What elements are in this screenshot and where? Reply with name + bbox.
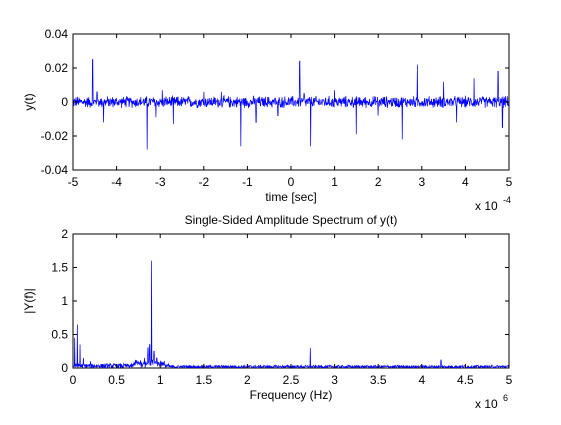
x-tick-label: 0	[70, 373, 77, 387]
series-line	[73, 59, 509, 150]
x-tick-label: 3	[418, 175, 425, 189]
x-tick-label: 4	[462, 175, 469, 189]
y-tick-label: 0.04	[45, 27, 69, 41]
x-multiplier-base: x 10	[475, 199, 498, 213]
y-tick-label: 0.02	[45, 61, 69, 75]
x-tick-label: 0.5	[108, 373, 125, 387]
x-axis-label: time [sec]	[265, 190, 316, 204]
x-multiplier-exponent: 6	[503, 393, 508, 403]
y-tick-label: -0.02	[41, 129, 69, 143]
spectrum-plot: 0 0.5 1 1.5 2 2.5 3 3.5 4 4.5 500.511.52Frequency …	[22, 213, 513, 411]
y-tick-label: -0.04	[41, 163, 69, 177]
y-tick-label: 2	[61, 227, 68, 241]
x-tick-label: -3	[155, 175, 166, 189]
x-tick-label: 5	[506, 175, 513, 189]
y-axis-label: |Y(f)|	[22, 288, 36, 314]
x-tick-label: 1	[331, 175, 338, 189]
y-tick-label: 0.5	[51, 328, 68, 342]
x-tick-label: -2	[198, 175, 209, 189]
x-axis-label: Frequency (Hz)	[250, 388, 333, 402]
x-tick-label: 3.5	[370, 373, 387, 387]
y-tick-label: 1.5	[51, 261, 68, 275]
x-multiplier-exponent: -4	[503, 195, 511, 205]
plot-title: Single-Sided Amplitude Spectrum of y(t)	[185, 213, 398, 227]
x-tick-label: 1	[157, 373, 164, 387]
x-tick-label: 3	[331, 373, 338, 387]
axes-box	[72, 233, 510, 369]
y-tick-label: 0	[61, 361, 68, 375]
y-tick-label: 0	[61, 95, 68, 109]
x-tick-label: 0	[288, 175, 295, 189]
y-axis-label: y(t)	[22, 93, 36, 110]
x-tick-label: 1.5	[195, 373, 212, 387]
x-tick-label: -1	[242, 175, 253, 189]
y-tick-label: 1	[61, 294, 68, 308]
x-tick-label: 2	[375, 175, 382, 189]
x-multiplier-base: x 10	[475, 397, 498, 411]
x-tick-label: 4.5	[457, 373, 474, 387]
x-tick-label: -4	[111, 175, 122, 189]
x-tick-label: -5	[68, 175, 79, 189]
x-tick-label: 2.5	[283, 373, 300, 387]
x-tick-label: 2	[244, 373, 251, 387]
time-domain-plot: -5 -4 -3 -2 -1 0 1 2 3 4 5 -0.04 -0.02 0 0.02 0.04 time …	[22, 27, 513, 213]
x-tick-label: 4	[418, 373, 425, 387]
x-tick-label: 5	[506, 373, 513, 387]
